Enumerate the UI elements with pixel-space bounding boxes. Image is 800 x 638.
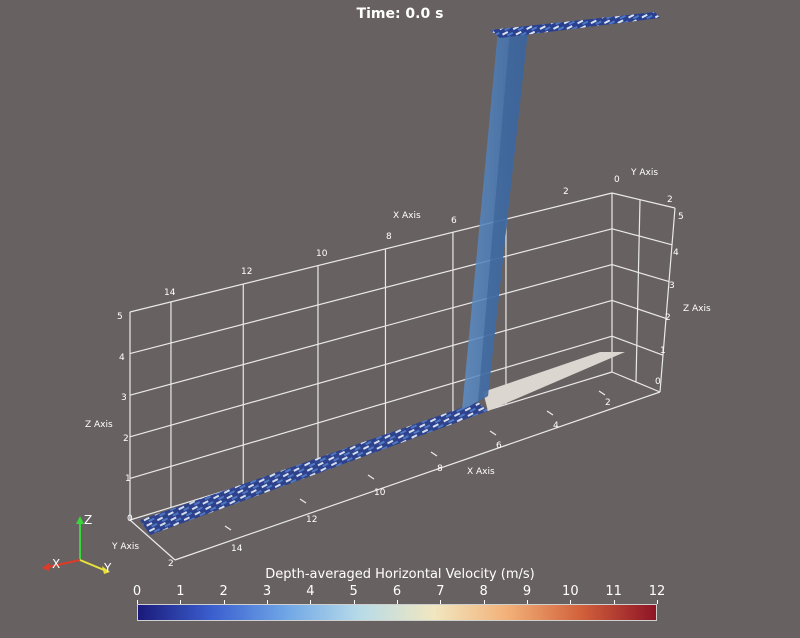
colorbar-title: Depth-averaged Horizontal Velocity (m/s) — [265, 567, 535, 582]
colorbar-tick-mark — [527, 600, 528, 604]
z-tick-right: 5 — [678, 212, 684, 222]
x-tick-top: 8 — [386, 232, 392, 242]
colorbar-tick-mark — [310, 600, 312, 604]
water-surface — [140, 402, 488, 535]
grid-tick — [224, 525, 232, 531]
colorbar-tick-mark — [483, 600, 485, 604]
grid-tick — [299, 498, 307, 504]
grid-line-z-right — [611, 264, 670, 283]
grid-line-z — [129, 264, 613, 396]
x-tick-top: 14 — [164, 288, 176, 298]
orientation-axes-widget: Z X Y — [42, 513, 112, 575]
colorbar-tick-mark — [440, 600, 442, 604]
grid-line-y — [659, 207, 676, 393]
orientation-y-label: Y — [103, 561, 112, 575]
z-tick-right: 4 — [673, 248, 679, 258]
x-axis-title-bottom: X Axis — [467, 467, 495, 477]
orientation-z-label: Z — [84, 513, 92, 527]
grid-tick — [546, 410, 554, 416]
y-tick-bottom: 2 — [168, 559, 174, 569]
x-tick-top: 6 — [451, 216, 457, 226]
grid-line-y — [635, 199, 641, 383]
x-tick-bottom: 4 — [553, 421, 559, 431]
grid-tick — [430, 451, 438, 457]
x-tick-bottom: 14 — [231, 544, 243, 554]
colorbar-tick-label: 0 — [132, 584, 142, 599]
grid-line-z-right — [611, 192, 676, 209]
axis-labels: 14 12 10 8 6 X Axis 2 0 Y Axis 2 5 4 3 2… — [85, 168, 711, 569]
z-axis-title-right: Z Axis — [683, 304, 711, 314]
colorbar-tick-label: 8 — [479, 584, 488, 599]
z-tick-left: 2 — [123, 434, 129, 444]
colorbar-tick-mark — [570, 600, 572, 604]
x-tick-bottom: 10 — [374, 488, 386, 498]
z-tick-left: 1 — [125, 474, 131, 484]
colorbar-tick-label: 5 — [349, 584, 358, 599]
time-title: Time: 0.0 s — [356, 6, 444, 22]
colorbar-tick-label: 2 — [219, 584, 228, 599]
z-axis-title-left: Z Axis — [85, 420, 113, 430]
grid-line-z — [129, 228, 613, 355]
grid-line-z-right — [611, 299, 667, 319]
colorbar-tick-mark — [613, 600, 615, 604]
grid-floor-edge — [174, 391, 661, 561]
grid-floor-edge — [129, 519, 176, 561]
colorbar-tick-mark — [397, 600, 398, 604]
colorbar-tick-label: 10 — [562, 584, 579, 599]
colorbar-tick-mark — [137, 600, 138, 604]
colorbar-tick-mark — [657, 600, 658, 604]
grid-line-z — [129, 335, 613, 479]
colorbar-tick-label: 4 — [306, 584, 315, 599]
grid-line-z — [129, 299, 613, 438]
grid-tick — [367, 474, 375, 480]
colorbar-tick-label: 3 — [262, 584, 272, 599]
z-tick-left: 4 — [119, 353, 125, 363]
upper-water-surface — [490, 12, 660, 38]
x-tick-bottom: 2 — [605, 398, 611, 408]
colorbar-tick-label: 6 — [392, 584, 402, 599]
z-tick-right: 0 — [655, 377, 661, 387]
z-tick-right: 3 — [669, 281, 675, 291]
z-tick-left: 0 — [127, 514, 133, 524]
x-axis-title-top: X Axis — [393, 211, 421, 221]
x-tick-bottom: 6 — [496, 441, 502, 451]
x-tick-bottom: 8 — [437, 464, 443, 474]
grid-tick — [598, 390, 606, 396]
colorbar-tick-mark — [223, 600, 225, 604]
z-tick-right: 2 — [665, 313, 671, 323]
colorbar — [137, 604, 657, 621]
z-tick-left: 5 — [117, 312, 123, 322]
z-tick-right: 1 — [660, 346, 666, 356]
grid-line-z — [129, 192, 613, 313]
y-axis-title-top: Y Axis — [630, 168, 658, 178]
y-tick-top: 0 — [614, 175, 620, 185]
colorbar-tick-label: 1 — [176, 584, 185, 599]
x-tick-top: 10 — [316, 249, 328, 259]
colorbar-tick-label: 11 — [605, 584, 622, 599]
channel-floor — [483, 352, 625, 411]
y-axis-title-bottom: Y Axis — [111, 542, 139, 552]
z-tick-left: 3 — [121, 393, 127, 403]
colorbar-tick-label: 7 — [436, 584, 445, 599]
grid-line-z-right — [611, 335, 664, 356]
orientation-x-label: X — [52, 557, 60, 571]
y-tick-right: 2 — [667, 195, 673, 205]
colorbar-tick-label: 9 — [522, 584, 532, 599]
colorbar-tick-mark — [180, 600, 182, 604]
grid-tick — [489, 430, 497, 436]
colorbar-tick-mark — [267, 600, 268, 604]
grid-line-z-right — [611, 228, 673, 246]
x-tick-top: 12 — [241, 267, 252, 277]
axes-grid — [129, 192, 676, 561]
y-tick-top: 2 — [563, 187, 569, 197]
colorbar-tick-mark — [353, 600, 355, 604]
x-tick-bottom: 12 — [306, 515, 317, 525]
colorbar-tick-label: 12 — [648, 584, 666, 599]
gate-wall-shade — [478, 30, 528, 402]
